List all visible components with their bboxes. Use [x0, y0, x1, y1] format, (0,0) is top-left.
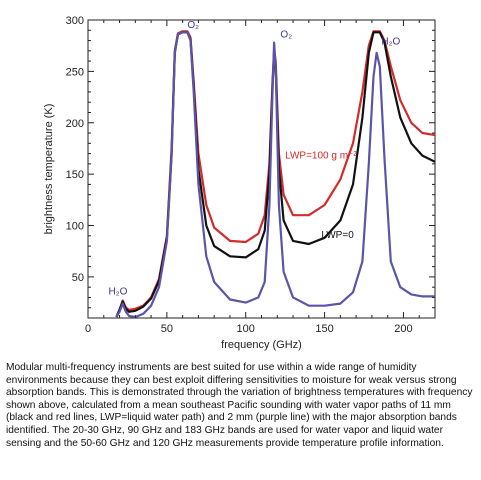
figure-caption: Modular multi-frequency instruments are … — [6, 362, 473, 449]
curves-layer — [115, 30, 435, 318]
y-tick-label: 200 — [66, 118, 84, 130]
annotation-label-5: LWP=0 — [321, 230, 354, 241]
annotation-label-4: LWP=100 g m⁻² — [285, 151, 357, 162]
x-tick-label: 150 — [315, 323, 333, 335]
series-line-2 — [115, 31, 435, 318]
annotation-label-1: O₂ — [280, 29, 292, 40]
series-line-1 — [115, 31, 435, 318]
y-tick-label: 300 — [66, 15, 84, 27]
plot-frame — [87, 19, 436, 319]
y-tick-label: 250 — [66, 66, 84, 78]
y-tick-label: 100 — [66, 221, 84, 233]
ticks-layer: 0 50 100 150 200 50 100 150 200 250 300 — [66, 15, 435, 335]
x-tick-label: 200 — [394, 323, 412, 335]
y-tick-label: 150 — [66, 169, 84, 181]
x-tick-label: 0 — [85, 323, 91, 335]
annotation-label-3: H₂O — [109, 286, 128, 297]
annotation-label-0: O₂ — [187, 20, 199, 31]
annotation-label-2: H₂O — [381, 37, 400, 48]
plot-border — [87, 19, 436, 319]
x-tick-label: 100 — [237, 323, 255, 335]
x-axis-label: frequency (GHz) — [221, 339, 302, 351]
x-tick-label: 50 — [161, 323, 173, 335]
brightness-temperature-chart: 0 50 100 150 200 50 100 150 200 250 300 O₂ O₂ H₂O H₂O… — [43, 15, 436, 351]
y-tick-label: 50 — [72, 272, 84, 284]
annotations-layer: O₂ O₂ H₂O H₂O LWP=100 g m⁻² LWP=0 — [109, 20, 401, 297]
y-axis-label: brightness temperature (K) — [43, 104, 55, 235]
